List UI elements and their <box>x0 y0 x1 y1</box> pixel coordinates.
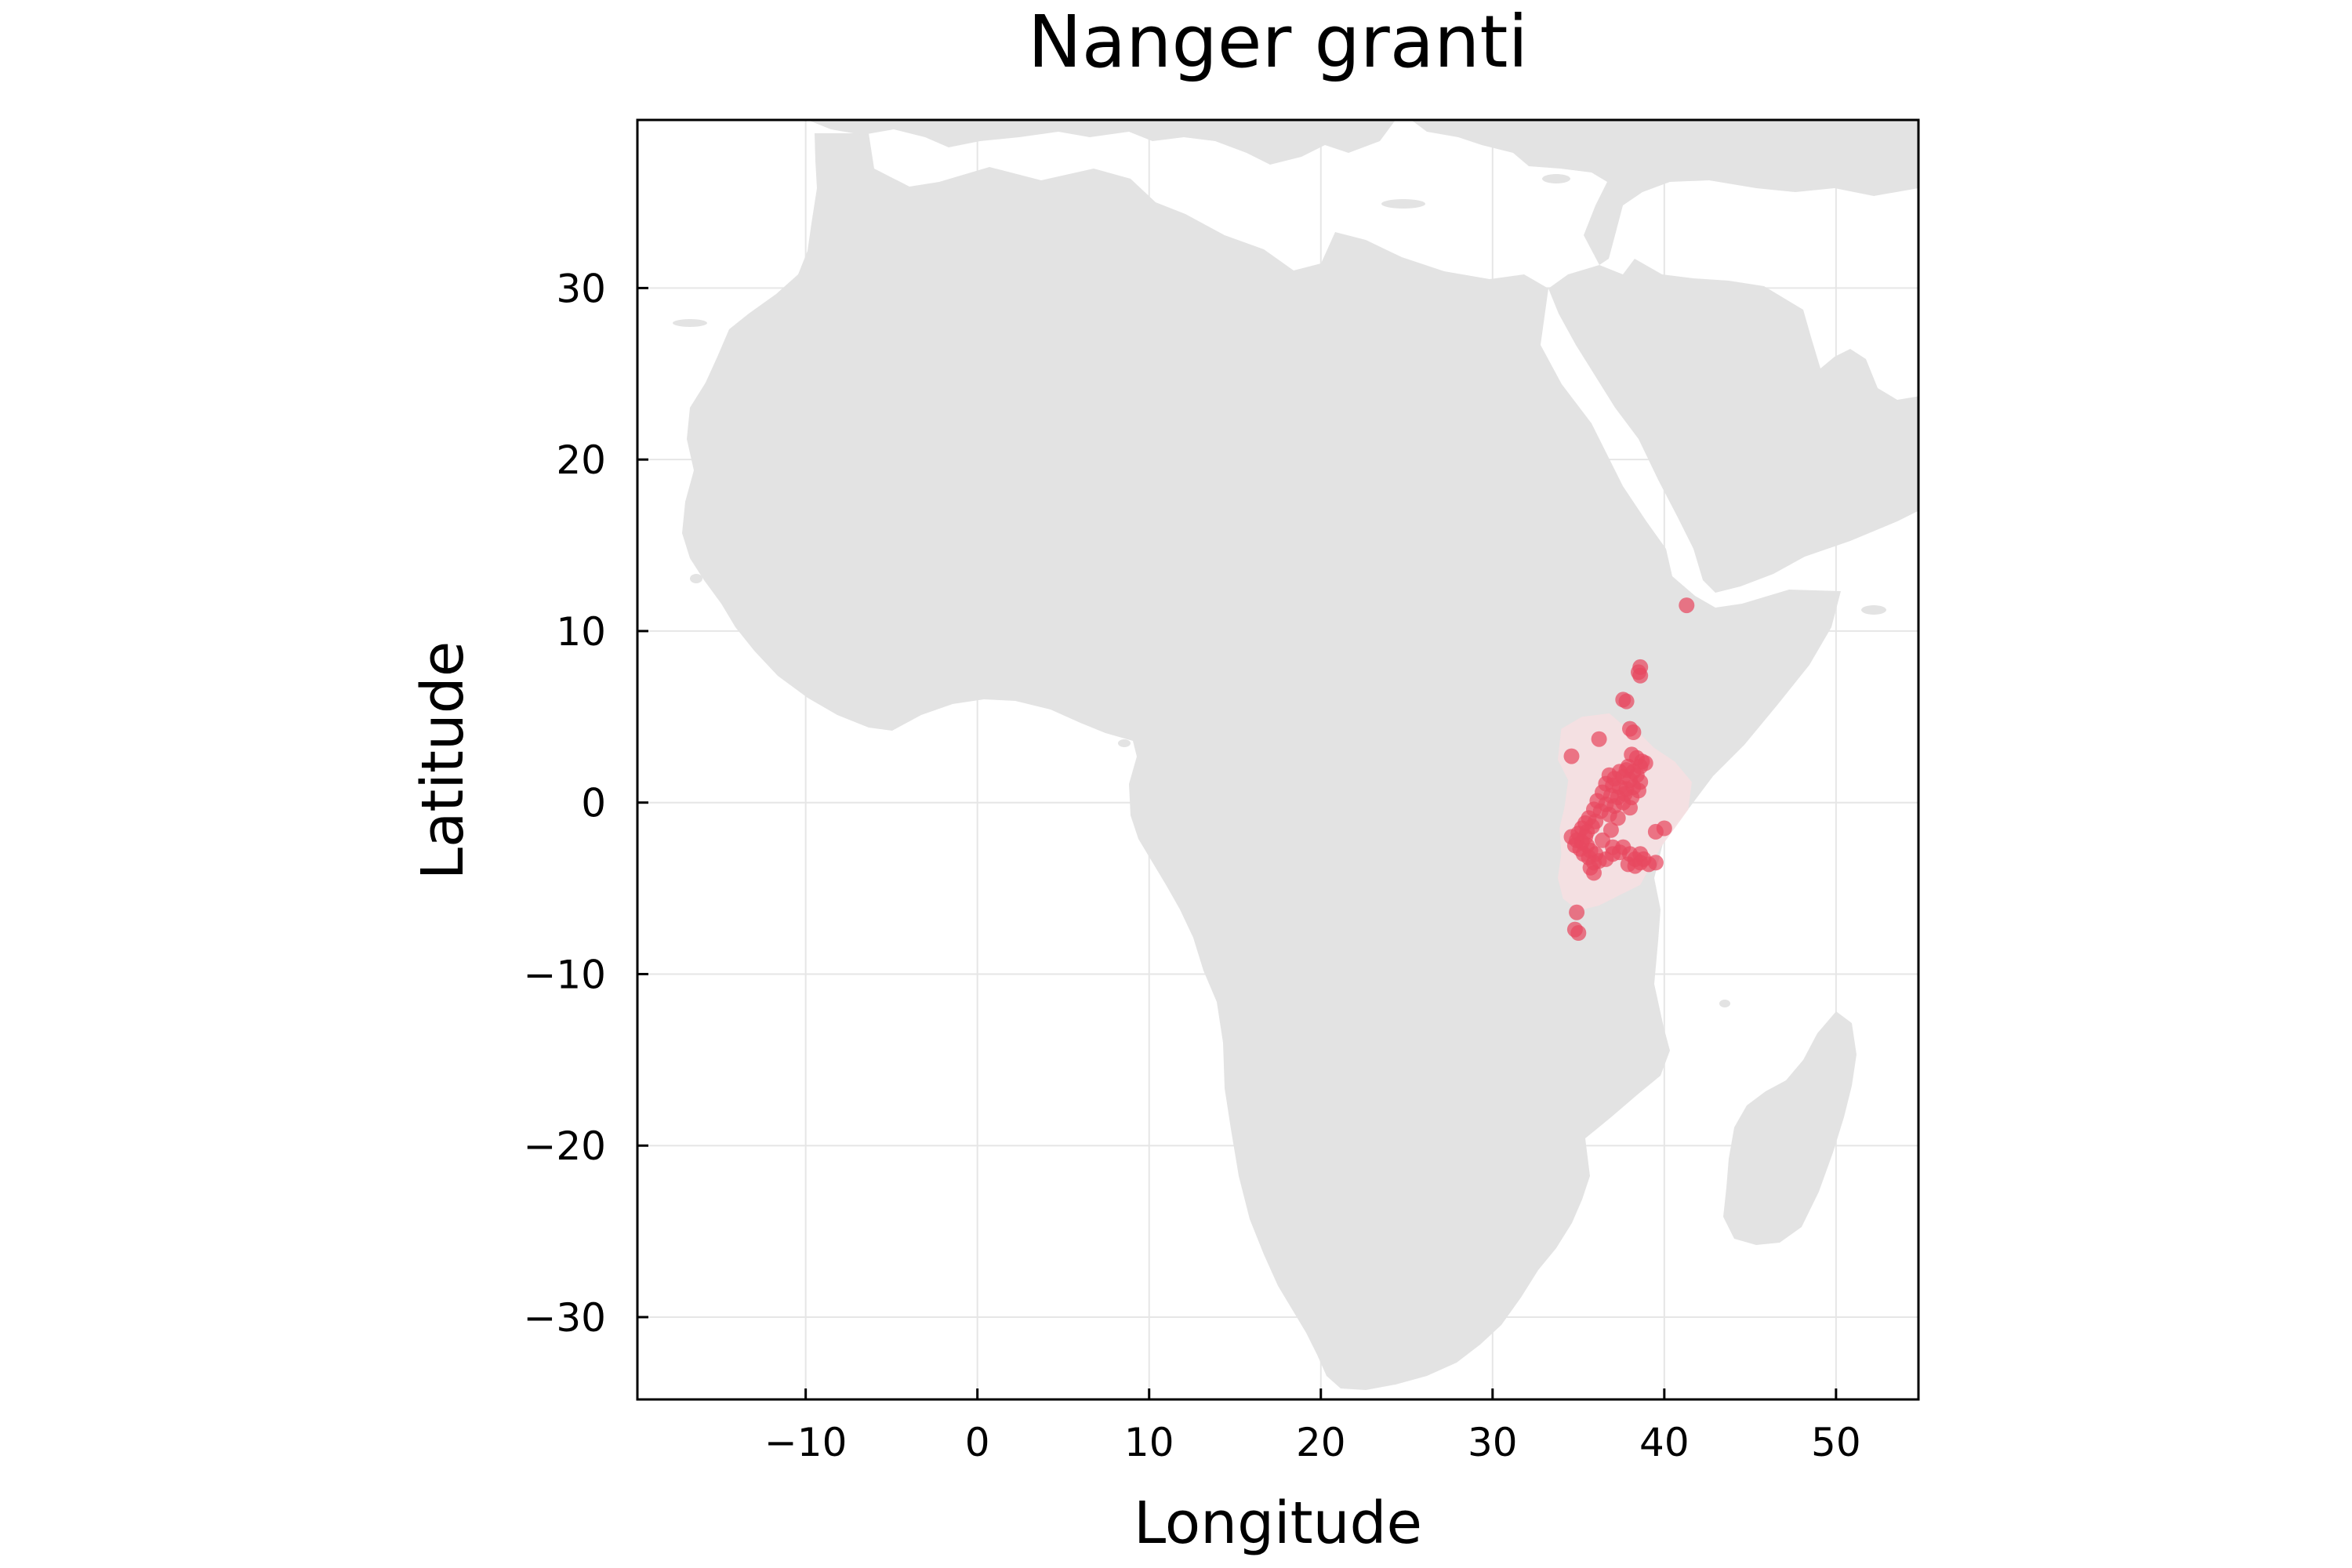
x-tick-label: 30 <box>1468 1420 1518 1465</box>
y-tick-label: −30 <box>523 1295 606 1341</box>
occurrence-point <box>1618 693 1635 710</box>
occurrence-point <box>1625 724 1642 740</box>
occurrence-point <box>1570 925 1587 941</box>
y-tick-label: 10 <box>556 609 606 655</box>
x-axis-ticks: −10 0 10 20 30 40 50 <box>764 1388 1861 1465</box>
x-tick-label: −10 <box>764 1420 848 1465</box>
y-axis-label: Latitude <box>409 641 477 880</box>
occurrence-point <box>1622 800 1638 816</box>
chart-title: Nanger granti <box>1028 0 1528 84</box>
landmass-africa-arabia-madagascar <box>673 120 1918 1390</box>
occurrence-point <box>1632 667 1649 684</box>
levant-turkey-landmass <box>1411 120 1918 265</box>
x-tick-label: 10 <box>1124 1420 1174 1465</box>
occurrence-point <box>1647 823 1664 840</box>
occurrence-point <box>1679 597 1695 614</box>
x-tick-label: 20 <box>1296 1420 1346 1465</box>
cyprus-island <box>1542 174 1570 183</box>
socotra-island <box>1861 605 1886 615</box>
southern-europe-landmass <box>808 120 1396 165</box>
y-tick-label: −10 <box>523 952 606 997</box>
occurrence-point <box>1602 822 1619 838</box>
cape-verde-islands <box>690 574 702 583</box>
y-tick-label: −20 <box>523 1123 606 1169</box>
comoros-islands <box>1719 1000 1730 1007</box>
x-tick-label: 50 <box>1811 1420 1861 1465</box>
occurrence-point <box>1632 855 1649 871</box>
x-axis-label: Longitude <box>1134 1490 1422 1557</box>
x-tick-label: 0 <box>965 1420 990 1465</box>
bioko-island <box>1118 739 1131 747</box>
occurrence-point <box>1569 904 1585 920</box>
y-tick-label: 0 <box>581 781 606 826</box>
africa-landmass <box>682 133 1841 1390</box>
occurrence-point <box>1610 810 1626 826</box>
y-tick-label: 20 <box>556 437 606 483</box>
arabian-peninsula-landmass <box>1548 259 1918 593</box>
occurrence-point <box>1563 748 1580 764</box>
madagascar-landmass <box>1723 1011 1857 1245</box>
crete-island <box>1381 199 1425 209</box>
y-tick-label: 30 <box>556 266 606 311</box>
occurrence-points <box>1563 597 1695 941</box>
x-tick-label: 40 <box>1639 1420 1690 1465</box>
occurrence-point <box>1595 832 1610 848</box>
y-axis-ticks: −30 −20 −10 0 10 20 30 <box>523 266 648 1341</box>
occurrence-point <box>1586 865 1602 881</box>
plot-frame <box>636 118 1920 1401</box>
occurrence-point <box>1591 731 1607 747</box>
canary-islands <box>673 319 707 327</box>
occurrence-point <box>1647 855 1664 871</box>
